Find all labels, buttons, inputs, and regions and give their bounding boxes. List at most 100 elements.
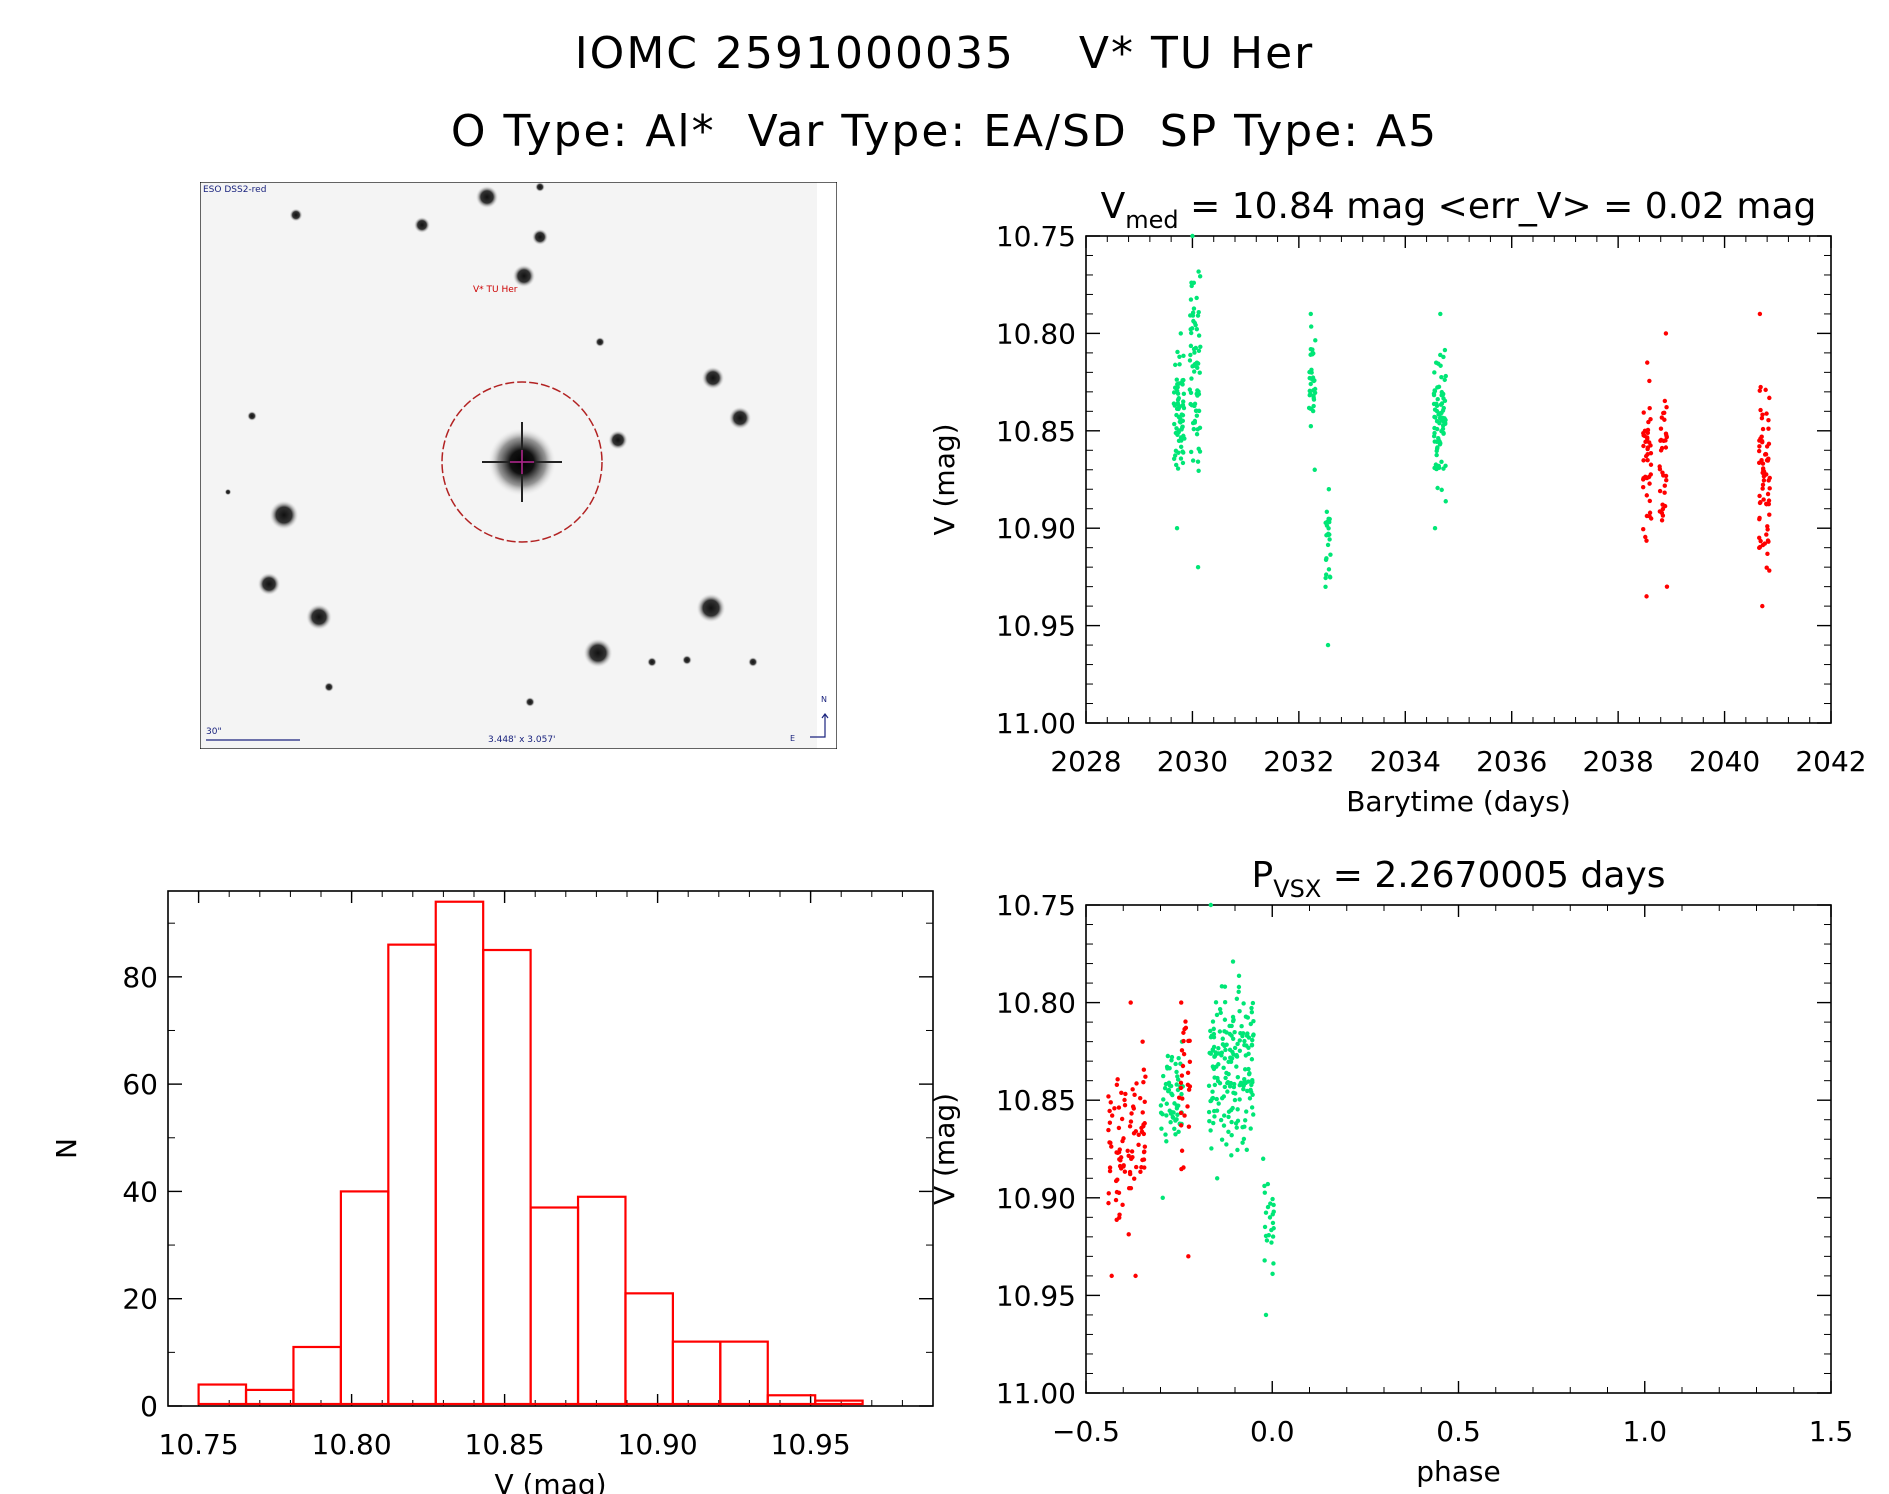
lc-point	[1761, 469, 1767, 474]
phase-point	[1241, 1136, 1247, 1142]
lc-point	[1190, 420, 1196, 426]
phase-point	[1244, 1043, 1249, 1048]
lc-point	[1178, 444, 1184, 450]
phase-point	[1168, 1120, 1173, 1125]
lc-point	[1193, 345, 1199, 351]
phase-point	[1128, 1185, 1134, 1191]
lc-point	[1662, 490, 1667, 495]
phase-point	[1122, 1169, 1128, 1174]
phase-point	[1248, 1126, 1253, 1131]
phase-point	[1209, 1146, 1214, 1151]
target-label: V* TU Her	[473, 285, 518, 295]
lc-point	[1311, 395, 1316, 401]
lc-ytick-label: 10.80	[996, 317, 1076, 350]
lc-point	[1432, 439, 1437, 444]
lc-point	[1436, 412, 1441, 417]
lc-point	[1664, 433, 1669, 438]
phase-point	[1249, 1105, 1255, 1110]
phase-point	[1128, 1119, 1134, 1124]
field-star	[224, 488, 232, 496]
phase-point	[1250, 1077, 1255, 1083]
phase-point	[1180, 1063, 1186, 1069]
lc-point	[1196, 446, 1201, 452]
phase-point	[1106, 1200, 1111, 1206]
lc-point	[1181, 399, 1186, 404]
phase-point	[1245, 1015, 1251, 1020]
lc-point	[1647, 498, 1653, 504]
phase-point	[1158, 1103, 1164, 1108]
phase-point	[1163, 1132, 1168, 1137]
phase-point	[1121, 1136, 1126, 1141]
field-star	[475, 185, 499, 209]
lc-point	[1437, 442, 1443, 447]
hist-bar	[482, 948, 532, 1406]
phase-point	[1212, 1114, 1217, 1119]
lc-point	[1308, 346, 1314, 352]
phase-point	[1119, 1116, 1125, 1122]
phase-point	[1121, 1163, 1126, 1168]
lc-point	[1191, 369, 1197, 374]
lc-point	[1326, 567, 1332, 572]
phase-point	[1262, 1183, 1267, 1189]
field-star	[608, 430, 628, 450]
phase-point	[1168, 1083, 1174, 1089]
lc-point	[1441, 430, 1446, 436]
lc-point	[1767, 475, 1772, 481]
lc-point	[1324, 509, 1330, 514]
lc-point	[1196, 408, 1202, 414]
field-star	[289, 208, 303, 222]
phase-xtick-label: 0.0	[1250, 1415, 1295, 1448]
lc-point	[1757, 444, 1762, 449]
lc-point	[1194, 326, 1200, 332]
lc-point	[1175, 381, 1180, 387]
lc-point	[1327, 575, 1333, 580]
lc-point	[1657, 509, 1663, 514]
phase-point	[1263, 1312, 1269, 1318]
phase-point	[1183, 1019, 1188, 1024]
lc-point	[1438, 311, 1443, 317]
lc-point	[1180, 460, 1186, 466]
lc-point	[1171, 456, 1177, 461]
lc-point	[1181, 433, 1186, 439]
phase-point	[1235, 1041, 1240, 1047]
lc-point	[1196, 309, 1201, 315]
phase-point	[1249, 1057, 1255, 1062]
phase-point	[1182, 1113, 1187, 1118]
target-circle	[441, 381, 603, 543]
phase-point	[1119, 1090, 1124, 1095]
phase-point	[1260, 1156, 1266, 1161]
lc-point	[1308, 311, 1313, 317]
lc-point	[1174, 462, 1179, 468]
lc-point	[1648, 516, 1654, 521]
phase-point	[1218, 1117, 1224, 1123]
lc-point	[1176, 438, 1182, 444]
phase-point	[1176, 1129, 1181, 1134]
phase-point	[1165, 1053, 1171, 1059]
hist-bar	[529, 1206, 580, 1406]
phase-point	[1231, 1017, 1236, 1023]
lc-point	[1181, 450, 1186, 455]
fov-label: 3.448' x 3.057'	[488, 735, 556, 745]
lc-point	[1664, 478, 1669, 483]
lc-point	[1643, 534, 1648, 540]
hist-bar	[387, 943, 437, 1406]
phase-point	[1219, 984, 1225, 989]
lc-xtick-label: 2042	[1795, 745, 1866, 778]
lc-point	[1640, 484, 1646, 490]
lc-point	[1757, 545, 1762, 551]
phase-point	[1268, 1201, 1273, 1206]
phase-point	[1229, 1023, 1234, 1029]
phase-point	[1140, 1039, 1145, 1044]
hist-xtick-label: 10.75	[159, 1428, 239, 1461]
phase-point	[1126, 1232, 1131, 1237]
lc-ytick-label: 10.85	[996, 415, 1076, 448]
phase-point	[1122, 1097, 1127, 1103]
phase-point	[1232, 1029, 1237, 1035]
phase-point	[1251, 1018, 1256, 1024]
lc-point	[1312, 386, 1318, 392]
hist-xlabel: V (mag)	[494, 1468, 606, 1494]
lc-point	[1178, 420, 1183, 425]
lc-point	[1664, 404, 1669, 410]
phase-point	[1109, 1144, 1114, 1149]
phase-point	[1235, 1147, 1240, 1153]
